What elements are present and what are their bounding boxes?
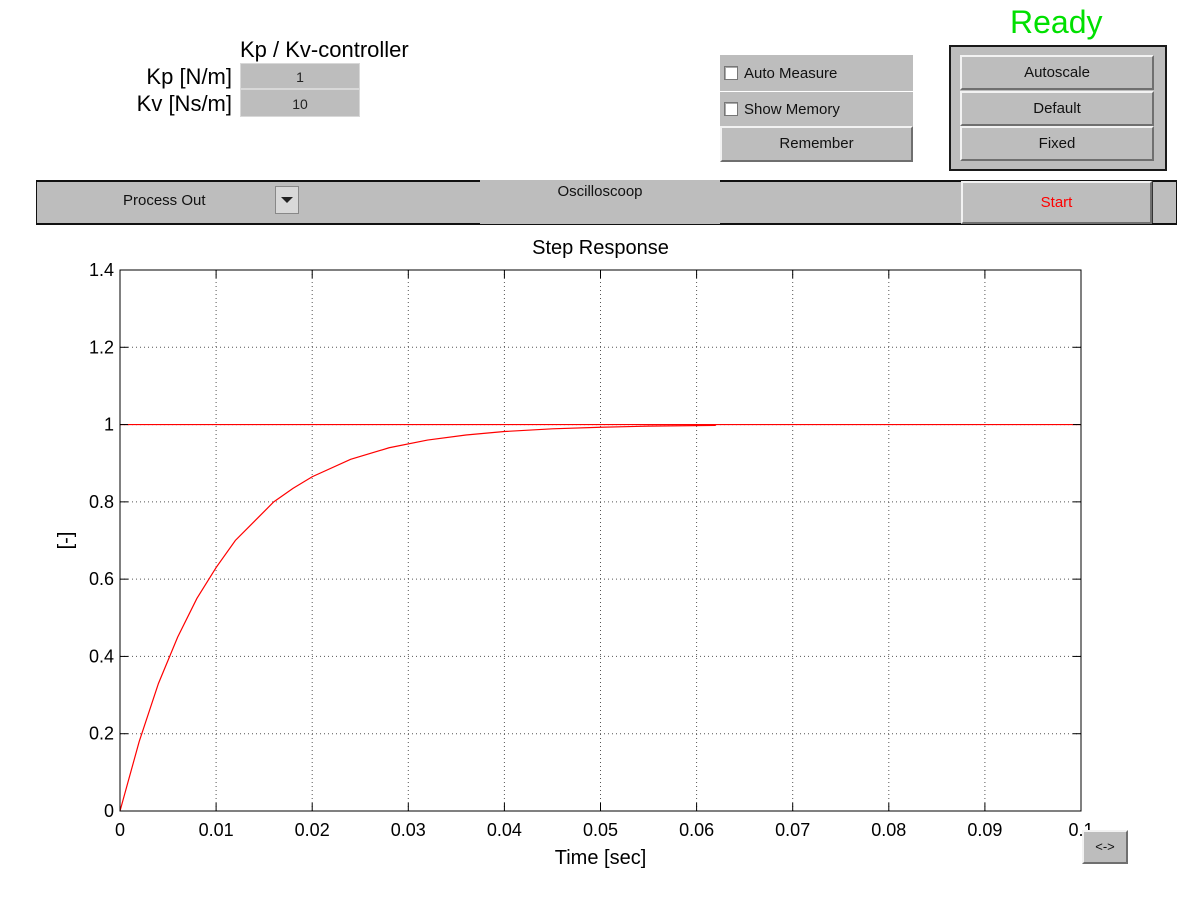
autoscale-button[interactable]: Autoscale <box>960 55 1154 90</box>
chart-grid <box>120 270 1081 811</box>
auto-measure-checkbox[interactable]: Auto Measure <box>720 55 913 91</box>
checkbox-icon[interactable] <box>724 102 738 116</box>
kv-field[interactable]: 10 <box>240 89 360 117</box>
x-tick-label: 0.06 <box>679 820 714 840</box>
fixed-button[interactable]: Fixed <box>960 126 1154 161</box>
x-tick-label: 0.02 <box>295 820 330 840</box>
x-tick-label: 0 <box>115 820 125 840</box>
x-axis-label: Time [sec] <box>555 847 647 869</box>
x-tick-label: 0.07 <box>775 820 810 840</box>
x-tick-label: 0.04 <box>487 820 522 840</box>
chevron-down-icon <box>281 197 293 203</box>
series-line <box>119 424 716 812</box>
x-tick-label: 0.08 <box>871 820 906 840</box>
y-tick-label: 0.4 <box>89 646 114 666</box>
y-tick-label: 0.8 <box>89 492 114 512</box>
plot-frame <box>119 269 1082 812</box>
default-button[interactable]: Default <box>960 91 1154 126</box>
y-tick-label: 1 <box>104 415 114 435</box>
x-tick-label: 0.03 <box>391 820 426 840</box>
toolbar-divider <box>1152 181 1153 223</box>
chart-title: Step Response <box>532 237 669 259</box>
kp-field[interactable]: 1 <box>240 63 360 89</box>
y-tick-label: 0.6 <box>89 569 114 589</box>
y-tick-label: 1.2 <box>89 337 114 357</box>
chart-series <box>119 423 1081 812</box>
x-tick-label: 0.05 <box>583 820 618 840</box>
start-button[interactable]: Start <box>961 181 1152 224</box>
kp-label: Kp [N/m] <box>146 64 232 89</box>
kv-label: Kv [Ns/m] <box>136 91 232 116</box>
y-tick-label: 0.2 <box>89 724 114 744</box>
show-memory-label: Show Memory <box>744 100 840 118</box>
show-memory-checkbox[interactable]: Show Memory <box>720 92 913 126</box>
y-tick-label: 1.4 <box>89 260 114 280</box>
status-text: Ready <box>1010 4 1103 40</box>
y-axis-label: [-] <box>55 532 77 550</box>
signal-select-dropdown[interactable] <box>275 186 299 214</box>
chart-ticks: 0 0.01 0.02 0.03 0.04 0.05 0.06 0.07 0.08 0.09 0.1… <box>89 260 1094 840</box>
x-tick-label: 0.09 <box>967 820 1002 840</box>
y-tick-label: 0 <box>104 801 114 821</box>
signal-select-value[interactable]: Process Out <box>123 192 206 209</box>
remember-button[interactable]: Remember <box>720 126 913 162</box>
pan-button[interactable]: <-> <box>1082 830 1128 864</box>
auto-measure-label: Auto Measure <box>744 64 838 82</box>
controller-title: Kp / Kv-controller <box>240 37 409 62</box>
checkbox-icon[interactable] <box>724 66 738 80</box>
x-tick-label: 0.01 <box>199 820 234 840</box>
mode-label: Oscilloscoop <box>480 180 720 224</box>
step-response-chart: 0 0.01 0.02 0.03 0.04 0.05 0.06 0.07 0.08 0.09 0.1… <box>55 237 1094 869</box>
